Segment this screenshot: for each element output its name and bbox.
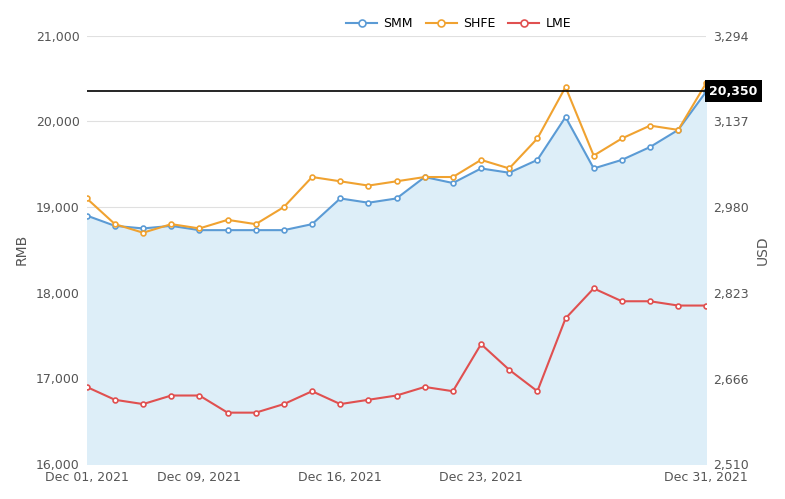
Y-axis label: RMB: RMB <box>15 234 29 265</box>
Legend: SMM, SHFE, LME: SMM, SHFE, LME <box>341 12 576 35</box>
Text: 20,350: 20,350 <box>709 85 758 98</box>
Y-axis label: USD: USD <box>756 235 770 264</box>
